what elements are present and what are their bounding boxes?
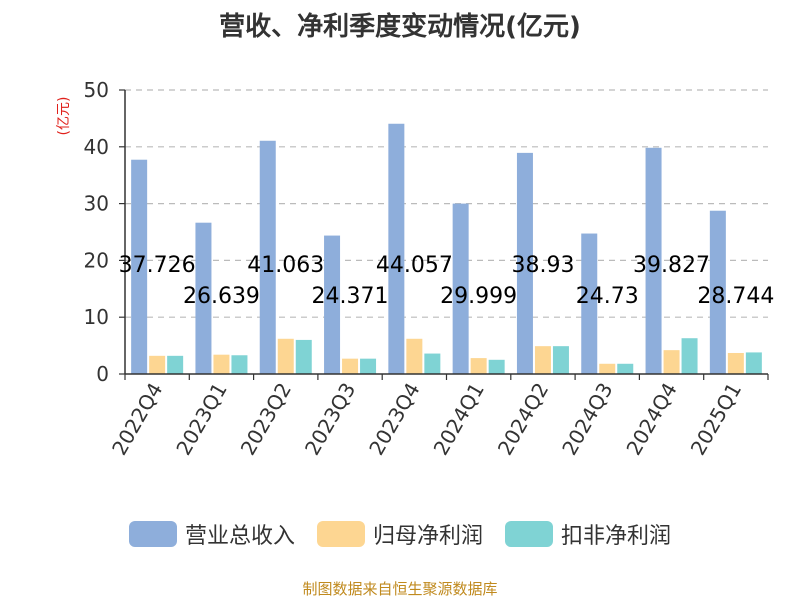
legend-label: 归母净利润: [372, 524, 483, 549]
data-label: 24.371: [312, 284, 389, 309]
bar-series-2: [552, 346, 569, 374]
legend-item[interactable]: 营业总收入: [128, 518, 295, 550]
bar-series-0: [645, 147, 662, 374]
data-label: 24.73: [576, 284, 639, 309]
bar-series-0: [709, 210, 726, 374]
bar-series-2: [745, 352, 762, 374]
bar-series-1: [470, 358, 487, 374]
bar-series-2: [681, 338, 698, 374]
legend: 营业总收入 归母净利润 扣非净利润: [0, 518, 800, 550]
bar-series-1: [534, 346, 551, 374]
x-tick-label: 2024Q2: [493, 379, 553, 460]
bar-series-0: [388, 123, 405, 374]
bar-series-1: [406, 338, 423, 374]
source-note: 制图数据来自恒生聚源数据库: [302, 580, 498, 598]
bar-series-0: [452, 203, 469, 374]
x-tick-label: 2024Q1: [429, 379, 489, 460]
y-tick-label: 10: [84, 305, 109, 329]
y-axis-unit-label: (亿元): [56, 97, 72, 136]
bar-series-0: [324, 235, 341, 374]
bar-series-2: [360, 358, 377, 374]
y-tick-label: 20: [84, 248, 109, 272]
x-tick-label: 2022Q4: [107, 379, 167, 460]
bar-series-2: [488, 359, 505, 374]
y-tick-label: 40: [84, 135, 109, 159]
bar-series-0: [195, 222, 212, 374]
bar-series-1: [342, 358, 359, 374]
bar-series-2: [231, 355, 248, 374]
bar-series-1: [727, 352, 744, 374]
y-tick-label: 50: [84, 78, 109, 102]
bar-series-0: [581, 233, 598, 374]
legend-swatch: [505, 521, 553, 547]
legend-item[interactable]: 扣非净利润: [505, 518, 671, 550]
x-tick-label: 2025Q1: [686, 379, 746, 460]
legend-label: 扣非净利润: [561, 524, 672, 549]
legend-swatch: [128, 521, 177, 547]
bars: [131, 123, 762, 374]
data-label: 28.744: [697, 284, 774, 309]
bar-series-1: [599, 363, 616, 374]
grid-lines: [125, 89, 768, 318]
bar-series-0: [516, 152, 533, 374]
bar-series-2: [295, 339, 312, 374]
x-tick-label: 2023Q2: [236, 379, 296, 460]
y-tick-label: 30: [84, 192, 109, 216]
data-label: 41.063: [247, 253, 324, 278]
data-label: 29.999: [440, 284, 517, 309]
bar-series-1: [149, 355, 166, 374]
bar-series-0: [259, 140, 276, 374]
legend-swatch: [316, 521, 365, 547]
x-tick-label: 2024Q3: [557, 379, 617, 460]
x-tick-label: 2024Q4: [621, 379, 681, 460]
bar-series-1: [213, 354, 230, 374]
bar-series-2: [424, 353, 441, 374]
y-tick-label: 0: [96, 362, 109, 386]
legend-label: 营业总收入: [184, 524, 295, 549]
data-label: 26.639: [183, 284, 260, 309]
legend-item[interactable]: 归母净利润: [316, 518, 483, 550]
chart-title: 营收、净利季度变动情况(亿元): [219, 12, 581, 42]
data-labels: 37.726 26.639 41.063 24.371 44.057 29.999 38.9…: [119, 253, 775, 309]
x-tick-label: 2023Q1: [171, 379, 231, 460]
data-label: 37.726: [119, 253, 196, 278]
bar-series-1: [277, 338, 294, 374]
bar-series-0: [131, 159, 148, 374]
data-label: 38.93: [511, 253, 574, 278]
data-label: 39.827: [633, 253, 710, 278]
bar-series-1: [663, 350, 680, 374]
bar-series-2: [167, 355, 184, 374]
x-tick-label: 2023Q3: [300, 379, 360, 460]
x-tick-label: 2023Q4: [364, 379, 424, 460]
data-label: 44.057: [376, 253, 453, 278]
bar-series-2: [617, 363, 634, 374]
